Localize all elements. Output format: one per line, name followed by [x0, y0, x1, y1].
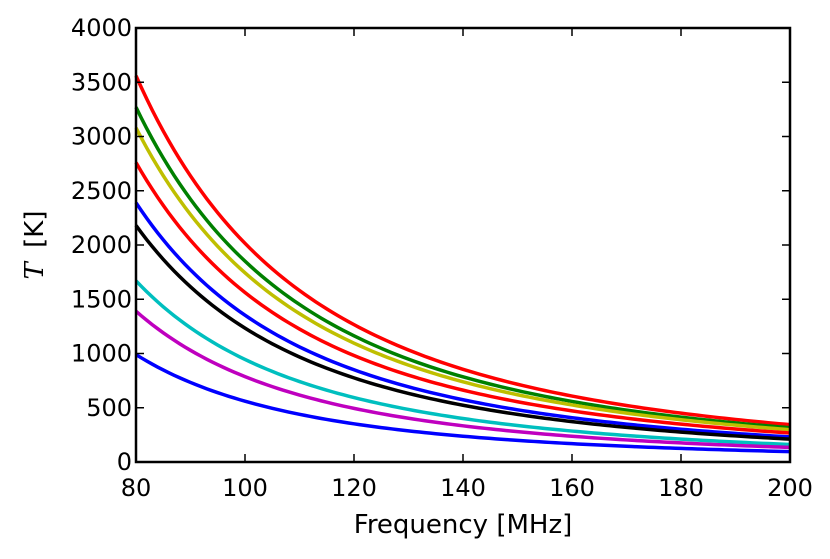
y-axis-label-unit: [K] — [20, 211, 50, 248]
series-line-8 — [134, 309, 791, 450]
y-tick-label: 1000 — [71, 340, 132, 368]
y-axis-label-variable: T — [20, 260, 50, 279]
series-line-7 — [134, 279, 791, 447]
y-tick-label: 1500 — [71, 285, 132, 313]
series-line-1 — [134, 75, 791, 427]
x-tick-label: 120 — [331, 474, 377, 502]
x-tick-label: 80 — [121, 474, 152, 502]
y-axis-label: T [K] — [20, 211, 50, 280]
x-tick-label: 140 — [440, 474, 486, 502]
series-line-5 — [134, 201, 791, 439]
series-line-9 — [135, 353, 791, 454]
ticks-layer: 80 100 120 140 160 180 20005001000150020002500… — [71, 14, 813, 502]
series-layer — [134, 75, 791, 454]
x-tick-label: 160 — [549, 474, 595, 502]
y-tick-label: 3500 — [71, 68, 132, 96]
x-axis-label: Frequency [MHz] — [354, 510, 573, 540]
series-line-6 — [134, 224, 791, 441]
x-tick-label: 100 — [222, 474, 268, 502]
x-tick-label: 200 — [767, 474, 813, 502]
series-line-2 — [134, 106, 791, 430]
series-line-4 — [134, 161, 791, 435]
y-tick-label: 500 — [86, 394, 132, 422]
y-tick-label: 3000 — [71, 123, 132, 151]
y-tick-label: 0 — [117, 448, 132, 476]
x-tick-label: 180 — [658, 474, 704, 502]
y-tick-label: 2000 — [71, 231, 132, 259]
series-line-3 — [134, 127, 791, 432]
y-tick-label: 4000 — [71, 14, 132, 42]
y-tick-label: 2500 — [71, 177, 132, 205]
